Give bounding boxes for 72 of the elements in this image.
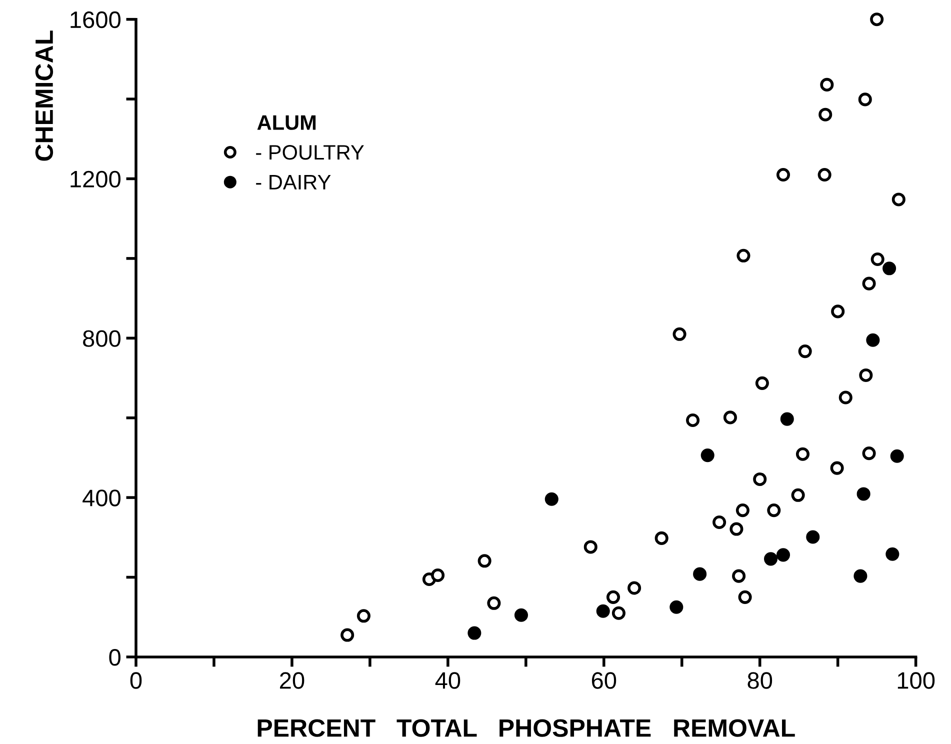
point bbox=[776, 548, 790, 562]
point bbox=[686, 413, 700, 428]
y-axis-title: CHEMICAL bbox=[35, 30, 54, 161]
point bbox=[478, 554, 492, 568]
point bbox=[791, 488, 805, 502]
point bbox=[654, 531, 668, 545]
point bbox=[866, 333, 880, 347]
point bbox=[712, 515, 726, 530]
point bbox=[882, 262, 896, 276]
point bbox=[755, 376, 769, 390]
point bbox=[723, 410, 737, 424]
point bbox=[862, 276, 876, 290]
point bbox=[596, 604, 610, 618]
point bbox=[831, 304, 845, 318]
legend-label: - DAIRY bbox=[256, 175, 331, 190]
point bbox=[870, 252, 884, 266]
point bbox=[818, 168, 832, 182]
point bbox=[838, 390, 852, 404]
point bbox=[612, 606, 626, 620]
point bbox=[340, 628, 354, 642]
x-tick-label: 80 bbox=[748, 672, 772, 689]
point bbox=[858, 92, 872, 106]
point bbox=[890, 449, 904, 463]
point bbox=[487, 596, 501, 610]
point bbox=[776, 168, 790, 182]
point bbox=[856, 487, 870, 501]
point bbox=[870, 12, 884, 26]
point bbox=[736, 504, 750, 518]
point bbox=[672, 327, 686, 341]
x-tick-label: 100 bbox=[898, 672, 935, 689]
point bbox=[806, 530, 820, 544]
point bbox=[886, 547, 900, 561]
point bbox=[818, 108, 832, 122]
legend-label: - POULTRY bbox=[256, 144, 364, 160]
point bbox=[830, 461, 844, 475]
point bbox=[854, 569, 868, 583]
point bbox=[514, 608, 528, 622]
y-tick-label: 400 bbox=[82, 490, 120, 506]
x-tick-label: 40 bbox=[435, 672, 460, 689]
point bbox=[431, 568, 445, 582]
point bbox=[767, 504, 781, 518]
point bbox=[693, 567, 707, 581]
point bbox=[796, 447, 810, 461]
y-tick-label: 0 bbox=[109, 649, 120, 666]
point bbox=[862, 446, 876, 460]
y-tick-label: 1200 bbox=[70, 170, 120, 188]
y-tick-label: 800 bbox=[83, 330, 120, 347]
x-tick-label: 60 bbox=[592, 672, 616, 689]
point bbox=[753, 472, 767, 486]
point bbox=[732, 569, 746, 583]
point bbox=[738, 590, 752, 604]
point bbox=[356, 609, 370, 623]
point bbox=[700, 448, 714, 462]
point bbox=[584, 540, 598, 554]
point bbox=[468, 626, 482, 640]
point bbox=[859, 368, 873, 382]
x-tick-label: 0 bbox=[130, 672, 142, 689]
x-axis-title: PERCENT TOTAL PHOSPHATE REMOVAL bbox=[258, 719, 795, 737]
legend-title: ALUM bbox=[257, 115, 316, 130]
point bbox=[628, 581, 642, 595]
point bbox=[730, 522, 744, 536]
point bbox=[780, 412, 794, 426]
point bbox=[736, 248, 750, 262]
point bbox=[820, 78, 834, 92]
point bbox=[764, 552, 778, 566]
point bbox=[892, 192, 906, 206]
point bbox=[606, 590, 620, 604]
y-tick-label: 1600 bbox=[70, 11, 120, 28]
point bbox=[544, 492, 558, 506]
point bbox=[670, 600, 684, 614]
x-tick-label: 20 bbox=[280, 672, 304, 689]
point bbox=[798, 344, 812, 358]
